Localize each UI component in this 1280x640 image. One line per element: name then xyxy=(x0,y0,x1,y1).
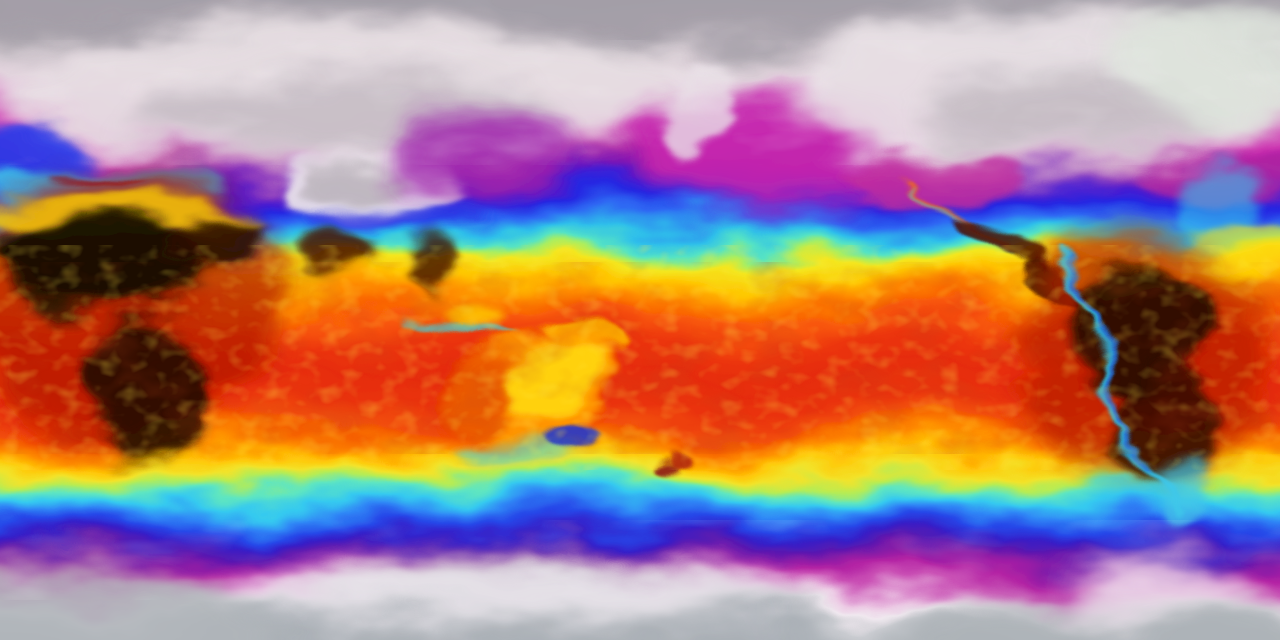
north-polar-white-wisps xyxy=(0,40,1280,165)
himalaya-blue-fringe xyxy=(303,202,493,224)
patagonia-cool-tip xyxy=(1160,457,1210,533)
tibet-gray-core xyxy=(303,158,413,194)
tropic-yellow-speckle xyxy=(0,245,1280,470)
south-polar-white-wisps xyxy=(0,520,1280,600)
